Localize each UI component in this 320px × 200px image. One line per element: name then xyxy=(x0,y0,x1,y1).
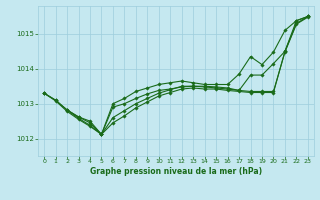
X-axis label: Graphe pression niveau de la mer (hPa): Graphe pression niveau de la mer (hPa) xyxy=(90,167,262,176)
